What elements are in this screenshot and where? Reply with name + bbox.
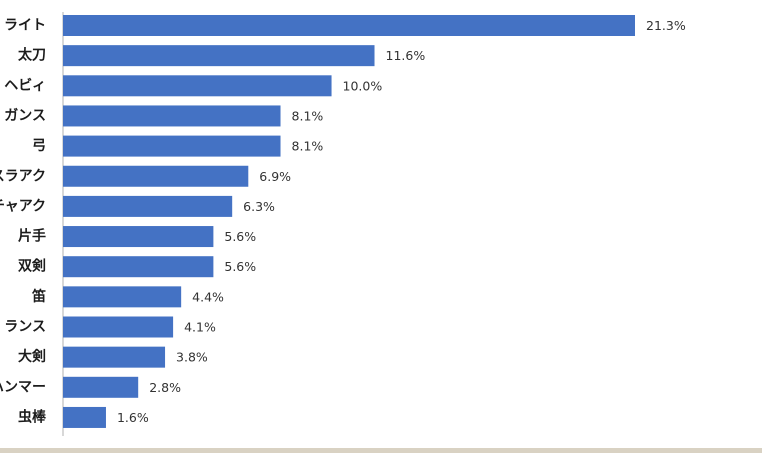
bar-13	[63, 406, 106, 428]
bar-6	[63, 195, 233, 217]
bar-7	[63, 226, 214, 248]
category-label-1: 太刀	[18, 47, 46, 64]
category-label-10: ランス	[4, 319, 46, 335]
bar-12	[63, 376, 139, 398]
bar-1	[63, 45, 375, 67]
category-label-11: 大剣	[18, 348, 46, 365]
bar-11	[63, 346, 166, 368]
category-label-2: ヘビィ	[4, 78, 46, 94]
category-label-12: ハンマー	[0, 379, 46, 395]
value-label-7: 5.6%	[224, 229, 256, 244]
value-label-6: 6.3%	[243, 199, 275, 214]
labels-group: ライト 21.3% 太刀 11.6% ヘビィ 10.0% ガンス 8.1% 弓 8.1% スラアク 6…	[0, 18, 686, 426]
value-label-8: 5.6%	[224, 259, 256, 274]
value-label-0: 21.3%	[646, 18, 686, 33]
value-label-9: 4.4%	[192, 289, 224, 304]
bar-4	[63, 135, 281, 157]
value-label-2: 10.0%	[343, 78, 383, 93]
category-label-7: 片手	[18, 228, 46, 245]
category-label-0: ライト	[4, 18, 46, 34]
value-label-13: 1.6%	[117, 410, 149, 425]
category-label-4: 弓	[32, 138, 46, 154]
category-label-6: チャアク	[0, 198, 46, 214]
value-label-12: 2.8%	[149, 380, 181, 395]
category-label-8: 双剣	[18, 258, 46, 275]
bar-2	[63, 75, 332, 97]
value-label-4: 8.1%	[292, 139, 324, 154]
value-label-11: 3.8%	[176, 350, 208, 365]
bottom-edge-strip	[0, 448, 762, 453]
bar-10	[63, 316, 174, 338]
category-label-3: ガンス	[4, 108, 46, 124]
value-label-10: 4.1%	[184, 320, 216, 335]
bar-0	[63, 15, 635, 36]
value-label-3: 8.1%	[292, 108, 324, 123]
value-label-5: 6.9%	[259, 169, 291, 184]
bar-8	[63, 256, 214, 278]
bar-3	[63, 105, 281, 127]
category-label-5: スラアク	[0, 168, 46, 184]
value-label-1: 11.6%	[386, 48, 426, 63]
category-label-13: 虫棒	[18, 408, 47, 425]
bars-group	[63, 15, 635, 428]
bar-5	[63, 165, 249, 187]
category-label-9: 笛	[31, 288, 46, 305]
bar-9	[63, 286, 182, 308]
